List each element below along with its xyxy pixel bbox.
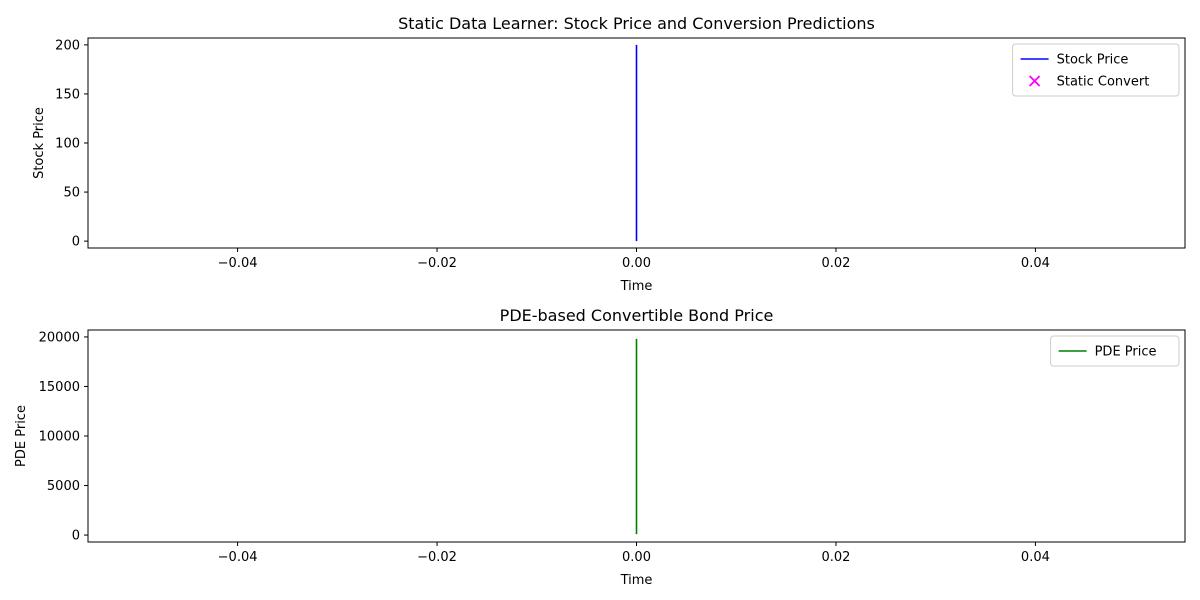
y-axis-ticks: 0 5000 10000 15000 20000 [39,330,88,544]
x-axis-ticks: −0.04 −0.02 0.00 0.02 0.04 [218,248,1050,271]
y-tick-label: 10000 [39,430,80,445]
x-tick-label: −0.02 [417,550,457,565]
legend-label: Static Convert [1057,75,1150,90]
y-axis-label: Stock Price [32,107,47,179]
legend-label: Stock Price [1057,53,1129,68]
y-tick-label: 200 [55,38,80,53]
legend-entry: Static Convert [1028,75,1150,90]
y-tick-label: 100 [55,137,80,152]
y-tick-label: 0 [72,235,80,250]
y-axis-ticks: 0 50 100 150 200 [55,38,88,250]
y-tick-label: 150 [55,87,80,102]
x-axis-label: Time [620,573,653,588]
y-tick-label: 5000 [47,479,80,494]
legend-label: PDE Price [1095,345,1157,360]
y-axis-label: PDE Price [14,405,29,467]
x-axis-label: Time [620,279,653,294]
y-tick-label: 15000 [39,380,80,395]
x-axis-ticks: −0.04 −0.02 0.00 0.02 0.04 [218,542,1050,565]
legend-entry: Stock Price [1020,53,1129,68]
chart-title: Static Data Learner: Stock Price and Con… [398,14,875,33]
x-tick-label: 0.00 [622,550,651,565]
legend-entry: PDE Price [1058,345,1157,360]
x-tick-label: 0.02 [821,550,850,565]
x-tick-label: −0.04 [218,550,258,565]
y-tick-label: 20000 [39,330,80,345]
x-tick-label: 0.04 [1021,550,1050,565]
legend-box [1050,335,1180,367]
subplot-stock-price: Static Data Learner: Stock Price and Con… [32,14,1186,294]
legend: Stock Price Static Convert [1012,43,1180,97]
legend: PDE Price [1050,335,1180,367]
x-tick-label: 0.00 [622,256,651,271]
x-tick-label: −0.04 [218,256,258,271]
chart-title: PDE-based Convertible Bond Price [500,306,774,325]
x-tick-label: 0.02 [821,256,850,271]
legend-marker-swatch [1028,75,1041,87]
y-tick-label: 0 [72,529,80,544]
subplot-pde-price: PDE-based Convertible Bond Price −0.04 −0… [14,306,1186,588]
x-tick-label: −0.02 [417,256,457,271]
legend-box [1012,43,1180,97]
x-tick-label: 0.04 [1021,256,1050,271]
y-tick-label: 50 [63,186,80,201]
